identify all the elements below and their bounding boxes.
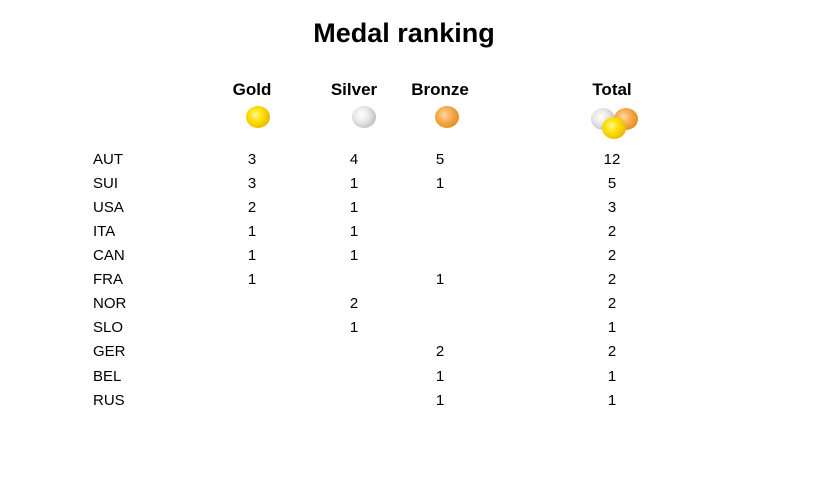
total-column-header: Total xyxy=(592,80,632,99)
country-code: BEL xyxy=(93,368,122,385)
silver-count: 1 xyxy=(349,247,359,264)
bronze-count: 1 xyxy=(435,271,445,288)
bronze-count: 1 xyxy=(435,368,445,385)
bronze-count: 1 xyxy=(435,175,445,192)
gold-count: 1 xyxy=(247,271,257,288)
country-code: RUS xyxy=(93,392,125,409)
bronze-count: 5 xyxy=(435,151,445,168)
silver-count: 2 xyxy=(349,295,359,312)
country-code: SUI xyxy=(93,175,119,192)
page-title: Medal ranking xyxy=(313,18,495,48)
table-row: FRA 1 1 2 xyxy=(0,270,838,294)
silver-count: 1 xyxy=(349,223,359,240)
silver-count: 1 xyxy=(349,199,359,216)
silver-count: 1 xyxy=(349,175,359,192)
country-code: SLO xyxy=(93,319,124,336)
total-count: 2 xyxy=(607,223,617,240)
bronze-medal-icon xyxy=(435,106,459,128)
table-row: BEL 1 1 xyxy=(0,367,838,391)
total-count: 2 xyxy=(607,343,617,360)
total-count: 5 xyxy=(607,175,617,192)
gold-count: 1 xyxy=(247,247,257,264)
bronze-count: 1 xyxy=(435,392,445,409)
country-code: USA xyxy=(93,199,124,216)
table-row: GER 2 2 xyxy=(0,342,838,366)
total-count: 2 xyxy=(607,271,617,288)
table-row: CAN 1 1 2 xyxy=(0,246,838,270)
gold-column-header: Gold xyxy=(232,80,272,99)
bronze-column-header: Bronze xyxy=(411,80,469,99)
total-gold-medal-icon xyxy=(602,117,626,139)
table-row: ITA 1 1 2 xyxy=(0,222,838,246)
gold-count: 1 xyxy=(247,223,257,240)
total-count: 12 xyxy=(603,151,621,168)
table-row: SUI 3 1 1 5 xyxy=(0,174,838,198)
table-row: RUS 1 1 xyxy=(0,391,838,415)
country-code: NOR xyxy=(93,295,127,312)
total-count: 1 xyxy=(607,392,617,409)
bronze-count: 2 xyxy=(435,343,445,360)
gold-count: 2 xyxy=(247,199,257,216)
gold-count: 3 xyxy=(247,175,257,192)
total-count: 1 xyxy=(607,368,617,385)
silver-medal-icon xyxy=(352,106,376,128)
silver-count: 1 xyxy=(349,319,359,336)
table-row: SLO 1 1 xyxy=(0,318,838,342)
country-code: FRA xyxy=(93,271,123,288)
gold-count: 3 xyxy=(247,151,257,168)
table-row: NOR 2 2 xyxy=(0,294,838,318)
table-row: USA 2 1 3 xyxy=(0,198,838,222)
total-count: 3 xyxy=(607,199,617,216)
country-code: AUT xyxy=(93,151,123,168)
country-code: CAN xyxy=(93,247,125,264)
total-count: 1 xyxy=(607,319,617,336)
country-code: GER xyxy=(93,343,126,360)
country-code: ITA xyxy=(93,223,116,240)
silver-column-header: Silver xyxy=(330,80,378,99)
silver-count: 4 xyxy=(349,151,359,168)
total-count: 2 xyxy=(607,247,617,264)
total-count: 2 xyxy=(607,295,617,312)
table-row: AUT 3 4 5 12 xyxy=(0,150,838,174)
gold-medal-icon xyxy=(246,106,270,128)
